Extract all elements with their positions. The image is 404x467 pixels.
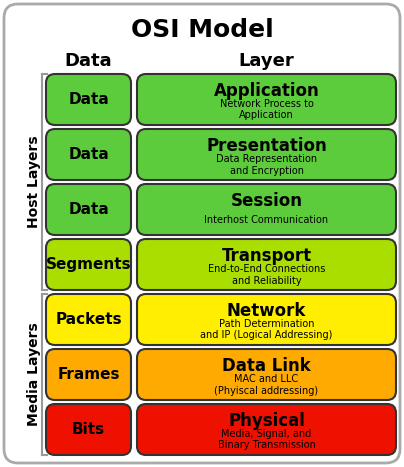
Text: Data: Data bbox=[68, 92, 109, 107]
Text: Layer: Layer bbox=[239, 52, 295, 70]
FancyBboxPatch shape bbox=[137, 129, 396, 180]
Text: Physical: Physical bbox=[228, 412, 305, 430]
Text: Data: Data bbox=[65, 52, 112, 70]
Text: Application: Application bbox=[214, 82, 320, 100]
FancyBboxPatch shape bbox=[46, 129, 131, 180]
Text: Data: Data bbox=[68, 202, 109, 217]
FancyBboxPatch shape bbox=[4, 4, 400, 463]
Text: Data Representation
and Encryption: Data Representation and Encryption bbox=[216, 154, 317, 176]
Text: Segments: Segments bbox=[46, 257, 131, 272]
Text: Bits: Bits bbox=[72, 422, 105, 437]
Text: Presentation: Presentation bbox=[206, 137, 327, 155]
FancyBboxPatch shape bbox=[46, 349, 131, 400]
FancyBboxPatch shape bbox=[46, 74, 131, 125]
Text: Frames: Frames bbox=[57, 367, 120, 382]
FancyBboxPatch shape bbox=[137, 239, 396, 290]
Text: Session: Session bbox=[231, 192, 303, 210]
FancyBboxPatch shape bbox=[137, 404, 396, 455]
FancyBboxPatch shape bbox=[137, 74, 396, 125]
Text: Media, Signal, and
Binary Transmission: Media, Signal, and Binary Transmission bbox=[218, 429, 316, 451]
FancyBboxPatch shape bbox=[137, 349, 396, 400]
Text: Interhost Communication: Interhost Communication bbox=[204, 215, 328, 225]
Text: Data Link: Data Link bbox=[222, 357, 311, 375]
Text: Network Process to
Application: Network Process to Application bbox=[219, 99, 314, 120]
Text: MAC and LLC
(Phyiscal addressing): MAC and LLC (Phyiscal addressing) bbox=[215, 374, 319, 396]
FancyBboxPatch shape bbox=[137, 294, 396, 345]
Text: Packets: Packets bbox=[55, 312, 122, 327]
Text: Network: Network bbox=[227, 302, 306, 320]
Text: Path Determination
and IP (Logical Addressing): Path Determination and IP (Logical Addre… bbox=[200, 319, 332, 340]
Text: End-to-End Connections
and Reliability: End-to-End Connections and Reliability bbox=[208, 264, 325, 285]
Text: OSI Model: OSI Model bbox=[130, 18, 274, 42]
Text: Transport: Transport bbox=[221, 247, 311, 265]
FancyBboxPatch shape bbox=[46, 239, 131, 290]
FancyBboxPatch shape bbox=[46, 294, 131, 345]
FancyBboxPatch shape bbox=[137, 184, 396, 235]
Text: Data: Data bbox=[68, 147, 109, 162]
FancyBboxPatch shape bbox=[46, 404, 131, 455]
Text: Media Layers: Media Layers bbox=[27, 323, 41, 426]
Text: Host Layers: Host Layers bbox=[27, 136, 41, 228]
FancyBboxPatch shape bbox=[46, 184, 131, 235]
